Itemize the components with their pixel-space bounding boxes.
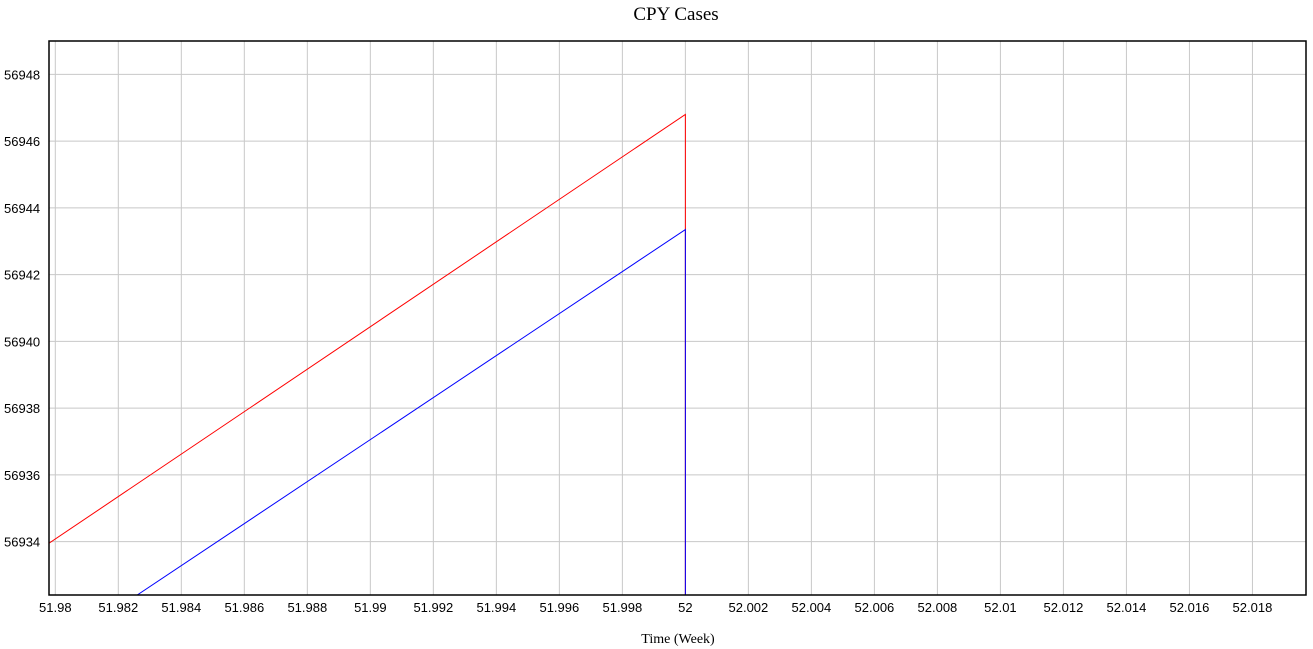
x-tick-label: 52.012: [1044, 600, 1084, 615]
y-tick-label: 56948: [4, 67, 40, 82]
y-tick-label: 56938: [4, 401, 40, 416]
x-tick-label: 52.018: [1233, 600, 1273, 615]
x-axis-ticks: 51.98 51.982 51.984 51.986 51.988 51.99 51.992…: [39, 600, 1272, 615]
x-tick-label: 52.014: [1107, 600, 1147, 615]
x-tick-label: 51.998: [602, 600, 642, 615]
series-line-1: [49, 113, 686, 595]
x-tick-label: 51.996: [539, 600, 579, 615]
x-tick-label: 52.016: [1170, 600, 1210, 615]
x-tick-label: 51.984: [161, 600, 201, 615]
x-tick-label: 51.98: [39, 600, 72, 615]
y-tick-label: 56934: [4, 535, 40, 550]
x-tick-label: 52.008: [918, 600, 958, 615]
x-axis-label: Time (Week): [641, 632, 715, 647]
series-line-2: [136, 228, 686, 595]
y-axis-ticks: 56934 56936 56938 56940 56942 56944 56946 56948: [4, 67, 40, 549]
x-tick-label: 52: [678, 600, 692, 615]
chart-title: CPY Cases: [633, 4, 718, 25]
plot-frame: [48, 40, 1307, 596]
y-tick-label: 56944: [4, 201, 40, 216]
x-tick-label: 52.002: [729, 600, 769, 615]
x-tick-label: 52.004: [792, 600, 832, 615]
x-tick-label: 51.982: [98, 600, 138, 615]
grid: [49, 41, 1306, 595]
x-tick-label: 51.992: [413, 600, 453, 615]
y-tick-label: 56946: [4, 134, 40, 149]
y-tick-label: 56940: [4, 334, 40, 349]
y-tick-label: 56936: [4, 468, 40, 483]
x-tick-label: 51.986: [224, 600, 264, 615]
x-tick-label: 52.01: [984, 600, 1017, 615]
x-tick-label: 51.988: [287, 600, 327, 615]
x-tick-label: 52.006: [855, 600, 895, 615]
y-tick-label: 56942: [4, 268, 40, 283]
x-tick-label: 51.994: [476, 600, 516, 615]
series-group: [49, 113, 686, 595]
x-tick-label: 51.99: [354, 600, 387, 615]
